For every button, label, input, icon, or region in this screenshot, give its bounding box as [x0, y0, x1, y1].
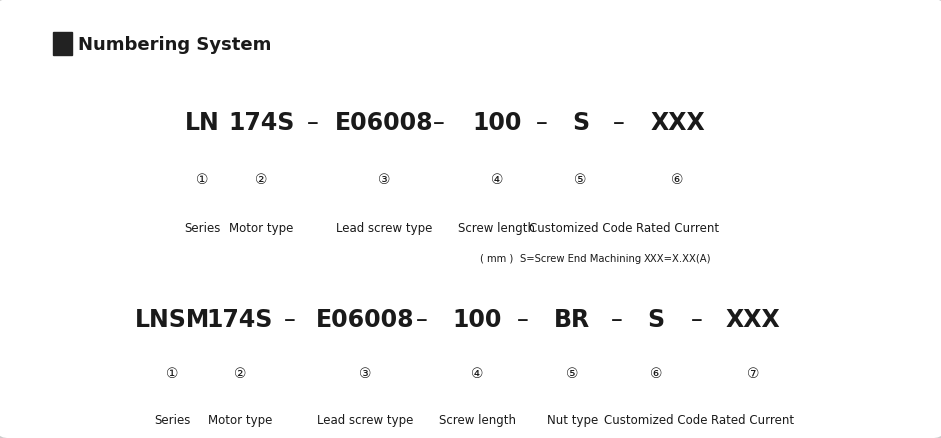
Text: ⑤: ⑤ [566, 366, 579, 380]
Text: ③: ③ [377, 173, 391, 187]
Text: S: S [572, 111, 589, 134]
Text: ②: ② [233, 366, 247, 380]
Text: –: – [307, 111, 318, 134]
Text: Lead screw type: Lead screw type [317, 413, 413, 426]
Text: ⑤: ⑤ [574, 173, 587, 187]
Text: –: – [536, 111, 548, 134]
Text: Rated Current: Rated Current [636, 221, 719, 234]
Text: Rated Current: Rated Current [711, 413, 794, 426]
Text: LNSM: LNSM [135, 308, 210, 332]
Text: ①: ① [196, 173, 209, 187]
Text: –: – [691, 308, 702, 332]
Text: ①: ① [166, 366, 179, 380]
Text: Lead screw type: Lead screw type [336, 221, 432, 234]
Text: Motor type: Motor type [208, 413, 272, 426]
Text: Screw length: Screw length [439, 413, 516, 426]
Text: –: – [614, 111, 625, 134]
Text: –: – [416, 308, 427, 332]
Text: ⑦: ⑦ [746, 366, 759, 380]
Text: ④: ④ [490, 173, 503, 187]
Text: S: S [647, 308, 664, 332]
Text: E06008: E06008 [335, 111, 433, 134]
Text: 100: 100 [472, 111, 521, 134]
Text: Customized Code: Customized Code [604, 413, 708, 426]
Text: Motor type: Motor type [230, 221, 294, 234]
Text: 100: 100 [453, 308, 502, 332]
Text: –: – [518, 308, 529, 332]
Text: XXX: XXX [726, 308, 780, 332]
Text: 174S: 174S [207, 308, 273, 332]
Text: ⑥: ⑥ [649, 366, 662, 380]
Text: XXX=X.XX(A): XXX=X.XX(A) [644, 253, 711, 263]
Text: S=Screw End Machining: S=Screw End Machining [520, 253, 641, 263]
Text: Numbering System: Numbering System [78, 35, 271, 54]
Text: –: – [611, 308, 622, 332]
Text: Screw length: Screw length [458, 221, 535, 234]
Text: ④: ④ [470, 366, 484, 380]
Text: Nut type: Nut type [547, 413, 598, 426]
Text: ③: ③ [359, 366, 372, 380]
Text: –: – [284, 308, 295, 332]
Text: Series: Series [154, 413, 190, 426]
Text: BR: BR [554, 308, 590, 332]
Text: ⑥: ⑥ [671, 173, 684, 187]
Text: Customized Code: Customized Code [529, 221, 632, 234]
Bar [53, 33, 72, 56]
Text: Series: Series [184, 221, 220, 234]
Text: XXX: XXX [650, 111, 705, 134]
Text: ( mm ): ( mm ) [480, 253, 514, 263]
Text: ②: ② [255, 173, 268, 187]
Text: 174S: 174S [229, 111, 295, 134]
Text: –: – [433, 111, 444, 134]
Text: E06008: E06008 [316, 308, 414, 332]
Text: LN: LN [185, 111, 219, 134]
